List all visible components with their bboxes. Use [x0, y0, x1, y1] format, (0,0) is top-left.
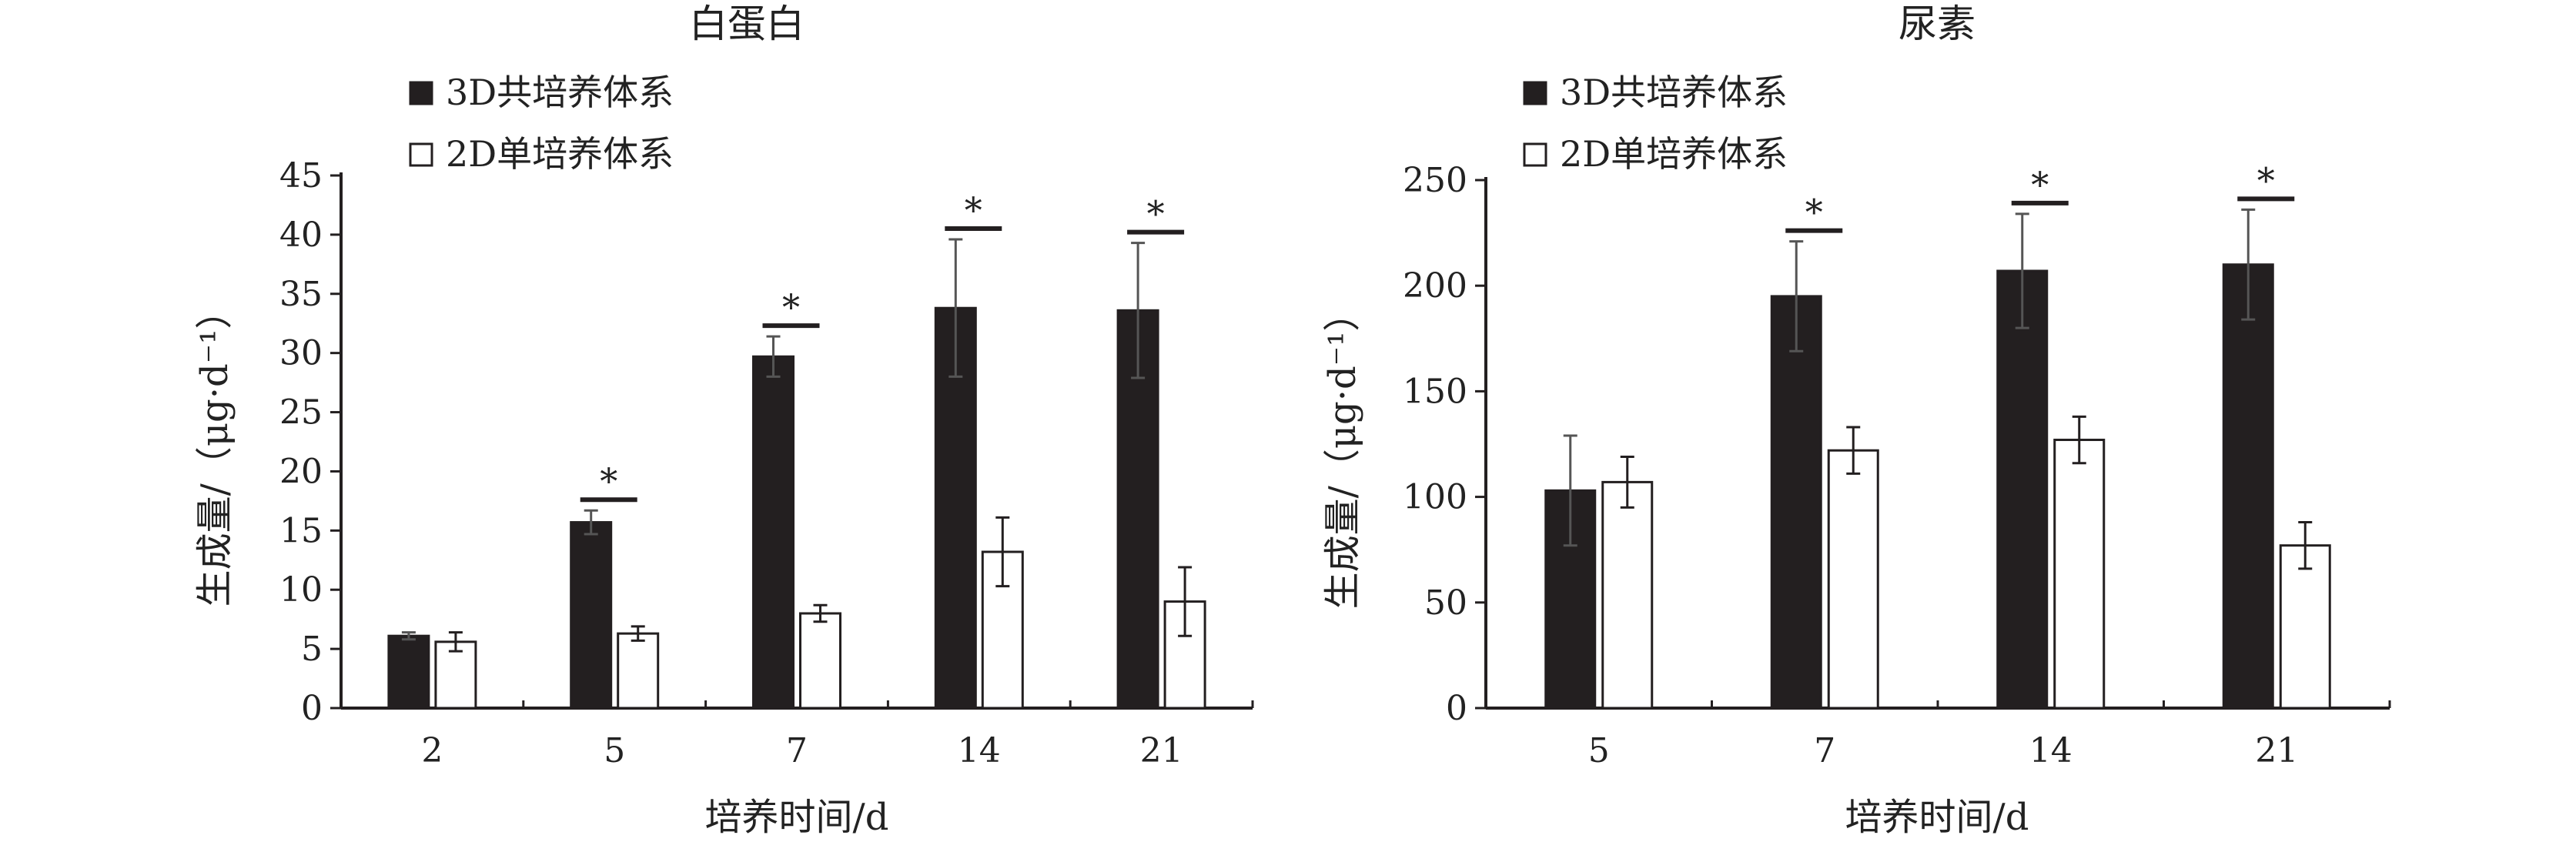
y-tick-label: 35 [279, 275, 323, 314]
legend-label: 2D单培养体系 [446, 133, 674, 175]
legend-swatch [409, 81, 433, 105]
y-axis-label: 生成量/（μg·d⁻¹） [193, 292, 236, 607]
urea-chart: 尿素 3D共培养体系 2D单培养体系 0 50 100 150 200 250 5 7 * 14 * 21 *… [1321, 2, 2391, 839]
y-tick-label: 45 [279, 156, 323, 195]
legend-label: 2D单培养体系 [1560, 133, 1788, 175]
legend-label: 3D共培养体系 [446, 72, 674, 113]
x-tick-label: 7 [786, 731, 808, 770]
y-tick-label: 200 [1403, 266, 1467, 306]
bar-3d [2222, 263, 2274, 710]
x-axis-label: 培养时间/d [1845, 796, 2029, 839]
bar-3d [387, 634, 430, 710]
y-tick-label: 25 [279, 393, 323, 433]
bar-2d [434, 640, 477, 710]
x-tick-label: 5 [1588, 731, 1610, 770]
bar-2d [2279, 544, 2331, 710]
significance-marker: * [782, 286, 800, 328]
y-tick-label: 5 [301, 630, 323, 669]
y-tick-label: 15 [279, 511, 323, 550]
significance-marker: * [2031, 164, 2049, 205]
significance-marker: * [2257, 159, 2275, 201]
bar-2d [2053, 439, 2106, 710]
bar-2d [799, 612, 841, 710]
x-tick-label: 5 [604, 731, 625, 770]
significance-marker: * [1147, 193, 1165, 235]
y-tick-label: 250 [1403, 161, 1467, 200]
y-tick-label: 0 [1446, 689, 1467, 728]
bar-3d [570, 521, 613, 710]
y-tick-label: 40 [279, 216, 323, 255]
bar-3d [1770, 295, 1822, 710]
x-tick-label: 21 [1140, 731, 1183, 770]
y-tick-label: 20 [279, 452, 323, 491]
x-axis-label: 培养时间/d [705, 796, 889, 839]
x-tick-label: 7 [1814, 731, 1835, 770]
bar-2d [1601, 480, 1654, 710]
y-tick-label: 50 [1424, 583, 1467, 623]
y-tick-label: 100 [1403, 478, 1467, 517]
chart-title: 白蛋白 [689, 2, 805, 46]
significance-marker: * [1805, 192, 1823, 233]
bar-3d [752, 355, 795, 710]
significance-marker: * [600, 460, 617, 502]
significance-marker: * [965, 189, 982, 231]
x-tick-label: 21 [2255, 731, 2298, 770]
y-tick-label: 30 [279, 334, 323, 373]
bar-2d [1827, 449, 1879, 710]
y-tick-label: 150 [1403, 372, 1467, 411]
x-tick-label: 2 [421, 731, 443, 770]
x-tick-label: 14 [958, 731, 1001, 770]
legend-swatch [1523, 81, 1547, 105]
legend-swatch [1523, 142, 1547, 167]
legend-swatch [409, 142, 433, 167]
y-axis-label: 生成量/（μg·d⁻¹） [1321, 295, 1364, 610]
y-tick-label: 10 [279, 570, 323, 610]
x-tick-label: 14 [2029, 731, 2073, 770]
legend-label: 3D共培养体系 [1560, 72, 1788, 113]
chart-title: 尿素 [1899, 2, 1975, 46]
bar-3d [1996, 269, 2049, 710]
y-tick-label: 0 [301, 689, 323, 728]
bar-2d [617, 632, 660, 710]
